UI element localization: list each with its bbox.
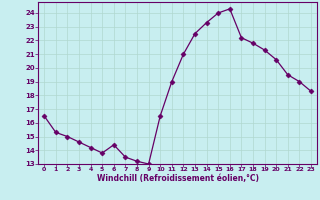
X-axis label: Windchill (Refroidissement éolien,°C): Windchill (Refroidissement éolien,°C) xyxy=(97,174,259,183)
